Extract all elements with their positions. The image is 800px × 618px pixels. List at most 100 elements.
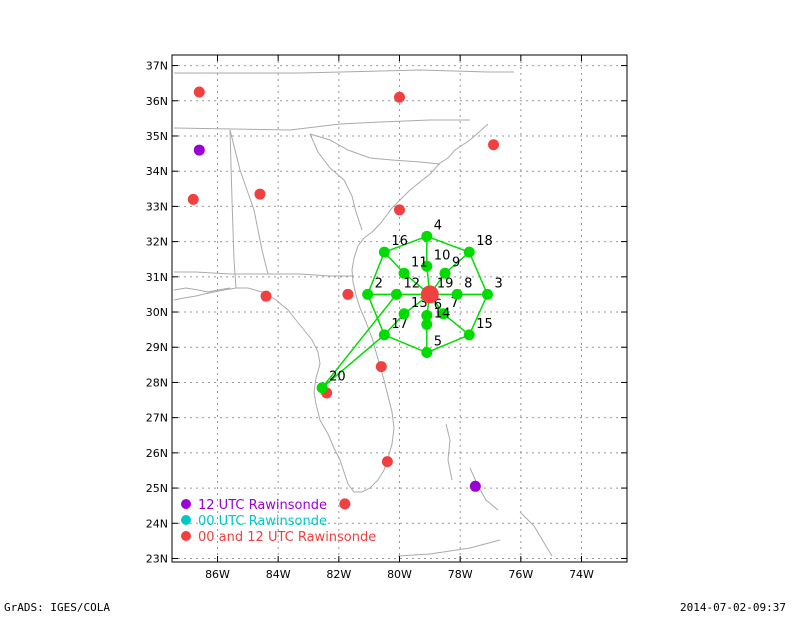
- track-segment: [384, 235, 428, 253]
- footer-left-credit: GrADS: IGES/COLA: [4, 601, 110, 614]
- border-ms-al-vert: [229, 129, 237, 289]
- border-ga-sc: [309, 133, 363, 231]
- rawinsonde-00-12-marker: [394, 91, 405, 103]
- footer-right-timestamp: 2014-07-02-09:37: [680, 601, 786, 614]
- dropsonde-marker: [439, 267, 451, 279]
- dropsonde-label: 3: [494, 276, 502, 291]
- lat-tick-label: 34N: [146, 165, 168, 178]
- track-segment: [468, 251, 489, 295]
- track-segment: [426, 334, 470, 354]
- axis-ticks: 23N 24N 25N 26N 27N 28N 29N 30N 31N 32N 33N 34N 35N 3…: [146, 55, 627, 581]
- lat-tick-label: 33N: [146, 200, 168, 213]
- lon-tick-label: 78W: [448, 568, 473, 581]
- dropsonde-label: 6: [434, 298, 442, 313]
- dropsonde-marker: [362, 288, 374, 300]
- legend-label: 12 UTC Rawinsonde: [198, 498, 327, 513]
- dropsonde-label: 15: [476, 317, 493, 332]
- track-segment: [321, 334, 385, 389]
- dropsonde-label: 19: [437, 276, 454, 291]
- storm-center-marker: [420, 285, 439, 304]
- rawinsonde-00-12-marker: [342, 288, 354, 300]
- rawinsonde-00-12-marker: [260, 290, 272, 302]
- border-fl-ga: [268, 273, 354, 277]
- rawinsonde-00-12-marker: [488, 139, 500, 151]
- legend-swatch: [181, 499, 191, 509]
- dropsonde-marker: [481, 288, 493, 300]
- dropsonde-label: 4: [434, 218, 442, 233]
- dropsonde-marker: [378, 329, 390, 341]
- legend-label: 00 UTC Rawinsonde: [198, 514, 327, 529]
- cuba-coast: [397, 539, 501, 557]
- dropsonde-marker: [437, 308, 449, 320]
- dropsonde-label: 8: [464, 276, 472, 291]
- track-segment: [468, 294, 489, 336]
- dropsonde-label: 20: [329, 370, 346, 385]
- rawinsonde-00-12-marker: [394, 204, 405, 216]
- track-segment: [366, 251, 386, 295]
- lat-tick-label: 31N: [146, 271, 168, 284]
- lat-tick-label: 36N: [146, 95, 168, 108]
- dropsonde-marker: [463, 329, 475, 341]
- border-tn-nc: [173, 119, 470, 131]
- dropsonde-label: 14: [434, 306, 451, 321]
- lon-tick-label: 80W: [387, 568, 412, 581]
- lat-lon-grid: [172, 55, 627, 562]
- track-segment: [366, 294, 386, 336]
- dropsonde-marker: [421, 347, 433, 359]
- dropsonde-marker: [463, 246, 475, 258]
- dropsonde-label: 7: [450, 296, 458, 311]
- border-al-ga: [229, 129, 269, 275]
- dropsonde-marker: [390, 288, 402, 300]
- lon-tick-label: 86W: [205, 568, 230, 581]
- rawinsonde-00-12-marker: [381, 456, 393, 468]
- dropsonde-label: 12: [403, 276, 420, 291]
- border-nc-va: [174, 69, 514, 74]
- lat-tick-label: 26N: [146, 447, 168, 460]
- rawinsonde-00-12-marker: [187, 193, 199, 205]
- lat-tick-label: 37N: [146, 60, 168, 73]
- dropsonde-marker: [316, 382, 328, 394]
- dropsonde-marker: [398, 308, 410, 320]
- legend-swatch: [181, 531, 191, 541]
- rawinsonde-stations: [187, 86, 500, 510]
- rawinsonde-00-12-marker: [193, 86, 205, 98]
- track-segment: [321, 293, 398, 389]
- lat-tick-label: 25N: [146, 482, 168, 495]
- lat-tick-label: 23N: [146, 552, 168, 565]
- lon-tick-label: 74W: [569, 568, 594, 581]
- rawinsonde-00-12-marker: [375, 361, 387, 373]
- lat-tick-label: 29N: [146, 341, 168, 354]
- dropsonde-label: 18: [476, 234, 493, 249]
- dropsonde-label: 16: [391, 234, 408, 249]
- bahamas-islands-3: [519, 511, 553, 557]
- dropsonde-label: 10: [434, 248, 451, 263]
- lat-tick-label: 32N: [146, 236, 168, 249]
- lat-tick-label: 27N: [146, 412, 168, 425]
- dropsonde-marker: [378, 246, 390, 258]
- border-ms-al: [174, 271, 268, 275]
- dropsonde-marker: [421, 260, 433, 272]
- track-segment: [384, 334, 428, 354]
- lon-tick-label: 84W: [266, 568, 291, 581]
- bahamas-islands-2: [469, 467, 499, 511]
- dropsonde-marker: [398, 267, 410, 279]
- dropsonde-marker: [421, 230, 433, 242]
- legend-label: 00 and 12 UTC Rawinsonde: [198, 530, 376, 545]
- dropsonde-label: 9: [452, 255, 460, 270]
- rawinsonde-00-12-marker: [339, 498, 351, 510]
- lat-tick-label: 24N: [146, 517, 168, 530]
- track-segment: [443, 313, 470, 336]
- rawinsonde-00-12-marker: [254, 188, 266, 200]
- legend-swatch: [181, 515, 191, 525]
- dropsonde-marker: [451, 288, 463, 300]
- rawinsonde-12-marker: [469, 480, 481, 492]
- lon-tick-label: 76W: [508, 568, 533, 581]
- dropsonde-label: 2: [375, 276, 383, 291]
- dropsonde-marker: [421, 310, 433, 322]
- bahamas-islands: [445, 423, 453, 481]
- lat-tick-label: 28N: [146, 376, 168, 389]
- dropsonde-label: 17: [391, 317, 408, 332]
